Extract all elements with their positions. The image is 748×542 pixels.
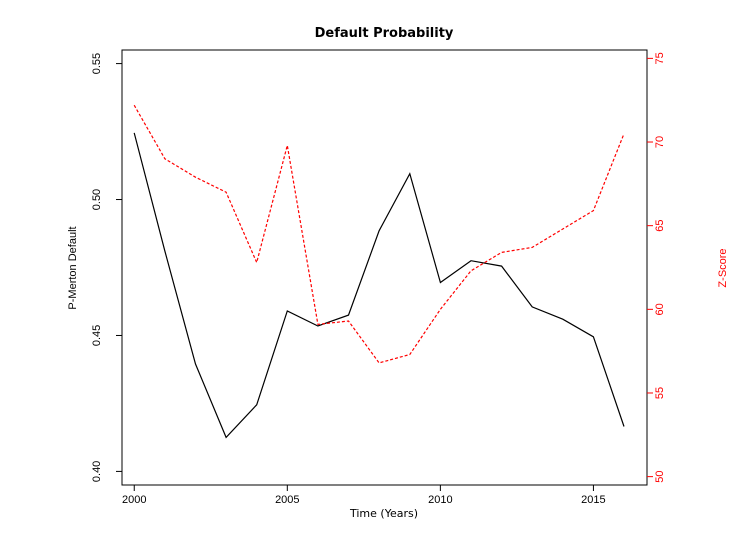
x-tick-label: 2010 (428, 494, 452, 506)
x-tick-label: 2000 (122, 494, 146, 506)
y-axis-left: 0.40 0.45 0.50 0.55 (91, 53, 122, 482)
y2-tick-label: 50 (654, 471, 666, 483)
y-tick-label: 0.50 (91, 189, 103, 210)
y-tick-label: 0.45 (91, 325, 103, 346)
y-axis-label: P-Merton Default (67, 226, 79, 309)
x-tick-label: 2005 (275, 494, 299, 506)
series-group (133, 104, 625, 439)
y-axis-right: 50 55 60 65 70 75 (647, 52, 666, 483)
y2-axis-label: Z-Score (717, 248, 729, 287)
y-tick-label: 0.55 (91, 53, 103, 74)
p-merton-default-line (133, 132, 625, 439)
y2-tick-label: 60 (654, 303, 666, 315)
y2-tick-label: 65 (654, 220, 666, 232)
x-axis-label: Time (Years) (349, 507, 418, 520)
plot-frame (121, 49, 648, 486)
chart-title: Default Probability (315, 26, 454, 41)
z-score-line (133, 104, 625, 364)
y2-tick-label: 70 (654, 136, 666, 148)
y-tick-label: 0.40 (91, 461, 103, 482)
y2-tick-label: 55 (654, 387, 666, 399)
y2-tick-label: 75 (654, 52, 666, 64)
x-tick-label: 2015 (581, 494, 605, 506)
x-axis: 2000 2005 2010 2015 (122, 485, 606, 506)
